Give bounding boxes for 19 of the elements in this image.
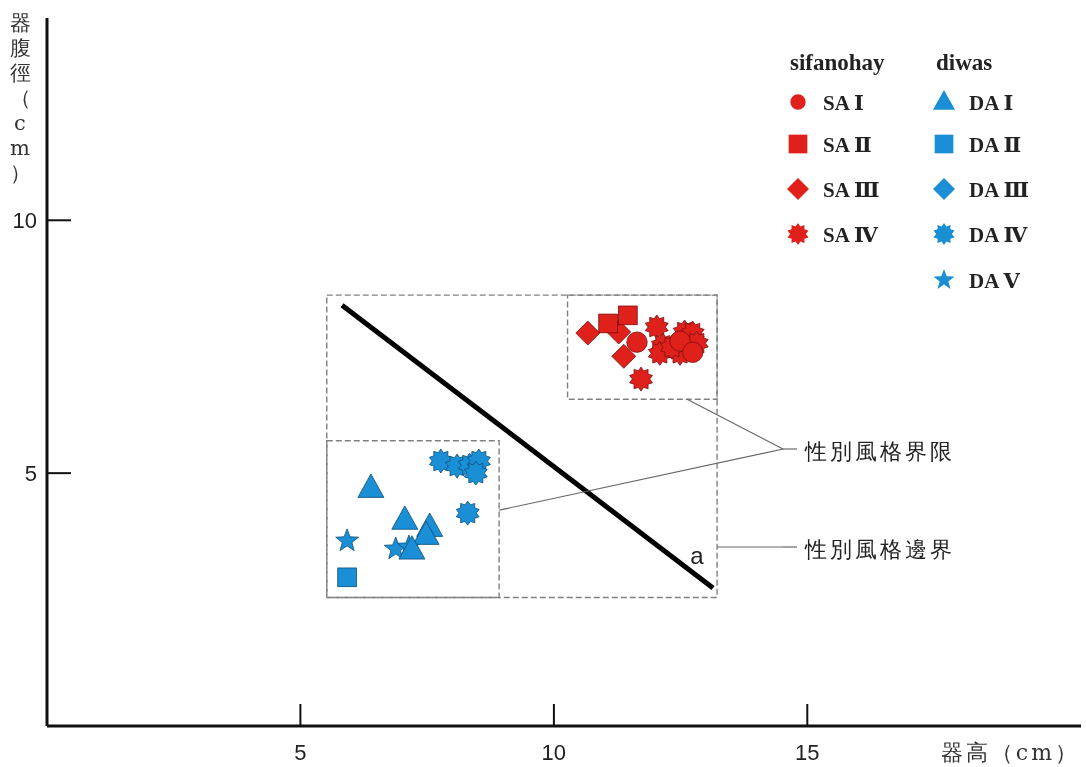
annotation: sifanohay: [790, 50, 886, 75]
legend-label: DA Ⅴ: [969, 269, 1021, 293]
legend-label: DA Ⅱ: [969, 133, 1022, 157]
y-axis-title: 器腹徑（cm）: [9, 11, 31, 185]
annotation: diwas: [936, 50, 993, 75]
annotation: a: [690, 541, 705, 569]
x-tick-label: 5: [294, 740, 307, 765]
legend-label: SA Ⅰ: [823, 91, 864, 115]
legend-label: SA Ⅲ: [823, 178, 880, 202]
annotation: 性別風格界限: [804, 439, 955, 464]
legend-label: SA Ⅳ: [823, 223, 879, 247]
legend-label: DA Ⅲ: [969, 178, 1029, 202]
x-axis-title: 器高（cm）: [940, 740, 1080, 765]
x-tick-label: 15: [795, 740, 820, 765]
legend-label: SA Ⅱ: [823, 133, 872, 157]
x-tick-label: 10: [541, 740, 567, 765]
legend-label: DA Ⅰ: [969, 91, 1014, 115]
annotation: 性別風格邊界: [804, 537, 955, 562]
legend-label: DA Ⅳ: [969, 223, 1029, 247]
